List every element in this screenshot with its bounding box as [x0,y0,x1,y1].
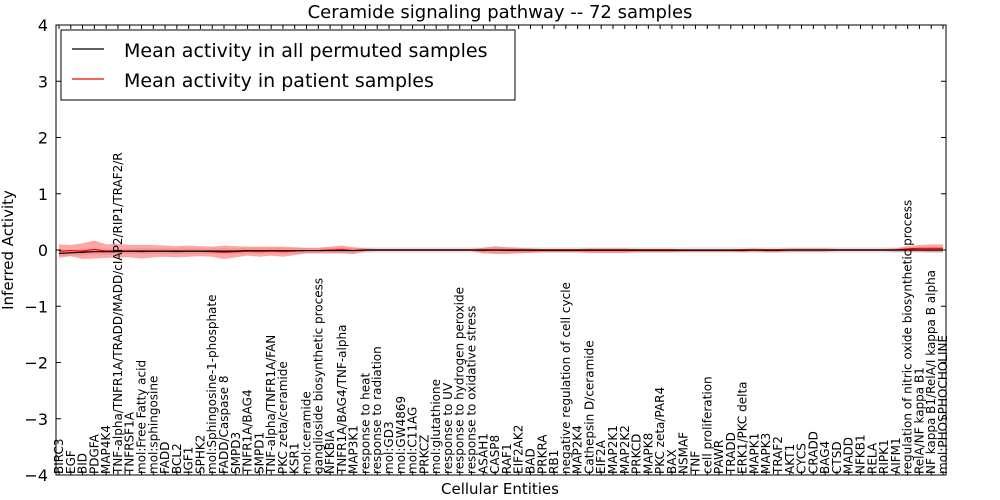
x-tick-label: EIF2AK2 [512,425,526,474]
x-tick-label: mol:Sphingosine-1-phosphate [205,295,219,475]
x-tick-label: response to heat [358,372,372,474]
y-tick-label: −3 [24,410,48,429]
x-tick-label: MAPK8 [641,433,655,474]
legend: Mean activity in all permuted samples Me… [60,29,516,101]
line-series-0 [58,249,943,254]
chart-title: Ceramide signaling pathway -- 72 samples [308,2,693,23]
x-tick-label: SPHK2 [193,435,207,474]
y-tick-label: 2 [38,129,48,148]
x-tick-label: BCL2 [170,443,184,474]
x-tick-label: PDGFA [87,433,101,474]
x-tick-label: EIF2A [594,439,608,474]
x-tick-label: TNFR1A/BAG4/TNF-alpha [335,325,349,475]
x-tick-label: RB1 [547,450,561,474]
y-axis-label: Inferred Activity [0,190,17,310]
x-tick-label: response to UV [441,382,455,474]
x-tick-label: TNF-alpha/TNFR1A/FAN [264,335,278,475]
x-tick-label: TRAF2 [771,436,785,475]
y-tick-label: 4 [38,16,48,35]
x-tick-label: MADD [842,437,856,474]
x-tick-label: ASAH1 [476,433,490,474]
x-tick-label: BIRC3 [52,438,66,474]
x-tick-label: PRKCZ [417,435,431,474]
y-tick-label: 3 [38,72,48,91]
x-tick-label: BID [76,453,90,474]
x-tick-label: EGF [64,450,78,474]
x-tick-label: TNF-alpha/TNFR1A/TRADD/MADD/cIAP2/RIP1/T… [111,152,125,475]
legend-label-permuted: Mean activity in all permuted samples [124,40,487,62]
y-tick-label: −1 [24,297,48,316]
x-tick-label: mol:GW4869 [394,396,408,474]
x-tick-label: TNFRSF1A [123,411,137,475]
x-tick-label: IGF1 [182,447,196,474]
x-tick-label: MAP2K2 [618,425,632,474]
x-tick-label: ERK1/PKC delta [736,381,750,474]
x-tick-label: RelA/NF kappa B1 [912,367,926,474]
x-tick-label: SMPD1 [252,432,266,474]
x-tick-label: MAP4K4 [99,425,113,474]
x-tick-label: Cathepsin D/ceramide [582,340,596,474]
x-tick-label: RAF1 [500,443,514,474]
y-tick-label: −2 [24,354,48,373]
x-tick-label: NFKB1 [853,434,867,474]
x-tick-label: MAPK1 [747,433,761,474]
x-tick-label: mol:PHOSPHOCHOLINE [936,335,950,474]
x-tick-label: FADD [158,442,172,475]
x-tick-label: regulation of nitric oxide biosynthetic … [901,200,915,474]
x-tick-label: NF kappa B1/RelA/I kappa B alpha [924,270,938,474]
x-tick-label: mol:GD3 [382,421,396,474]
y-tick-label: −4 [24,466,48,485]
x-tick-label: TNF [688,451,702,475]
x-tick-label: cell proliferation [700,376,714,474]
x-tick-label: mol:C11AG [406,407,420,474]
x-tick-label: ganglioside biosynthetic process [311,278,325,474]
x-tick-label: KSR1 [288,443,302,474]
x-tick-label: response to radiation [370,346,384,474]
x-tick-label: mol:sphingosine [146,376,160,474]
x-tick-label: mol:Free Fatty acid [135,360,149,474]
x-tick-label: CASP8 [488,435,502,474]
x-tick-label: MAP3K1 [347,425,361,474]
x-tick-label: MAPK3 [759,433,773,474]
x-tick-label: FADD/Caspase 8 [217,375,231,474]
x-tick-label: mol:glutathione [429,379,443,474]
x-tick-label: CTSD [830,441,844,474]
x-tick-label: AKT1 [783,444,797,474]
x-tick-label: BAX [665,449,679,474]
x-tick-label: PKC zeta/PAR4 [653,387,667,474]
x-tick-label: MAP2K1 [606,425,620,474]
x-axis-label: Cellular Entities [441,480,559,498]
x-tick-label: negative regulation of cell cycle [559,282,573,474]
x-tick-label: PAWR [712,440,726,474]
x-tick-label: CRADD [806,431,820,474]
y-tick-label: 0 [38,241,48,260]
x-tick-label: RIPK1 [877,439,891,474]
x-tick-label: NSMAF [677,432,691,474]
x-tick-label: TNFR1A/BAG4 [241,389,255,475]
legend-box [60,29,516,101]
x-tick-label: mol:ceramide [300,391,314,474]
legend-label-patient: Mean activity in patient samples [124,70,434,92]
y-tick-label: 1 [38,185,48,204]
x-tick-label: BAG4 [818,441,832,474]
x-tick-label: SMPD3 [229,432,243,474]
x-tick-label: AIFM1 [889,437,903,474]
x-tick-label: PKC zeta/ceramide [276,361,290,474]
x-tick-label: PRKRA [535,434,549,474]
x-tick-label: BAD [523,448,537,474]
x-tick-label: CYCS [795,443,809,474]
x-tick-label: response to hydrogen peroxide [453,287,467,474]
x-tick-label: PRKCD [630,434,644,474]
x-tick-label: NFKBIA [323,429,337,474]
x-tick-label: RELA [865,442,879,474]
x-tick-label: MAP2K4 [571,425,585,474]
x-tick-label: response to oxidative stress [465,306,479,474]
x-tick-label: TRADD [724,432,738,475]
